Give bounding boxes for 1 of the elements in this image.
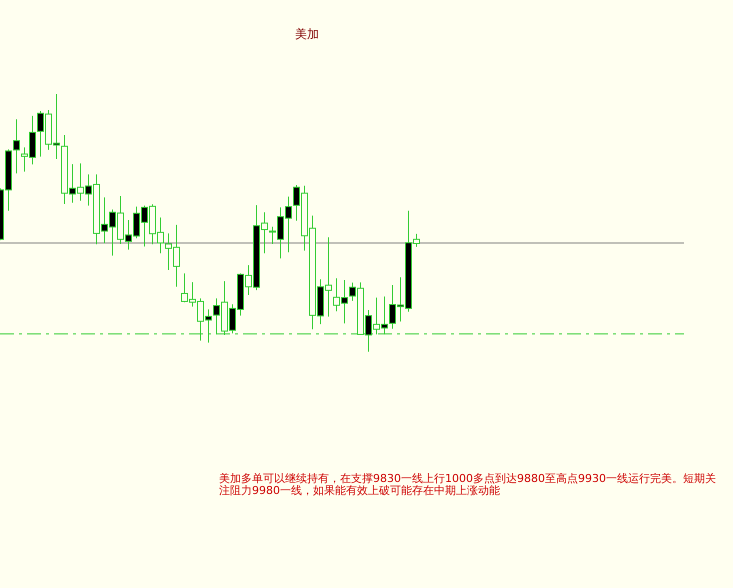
chart-title: 美加 xyxy=(295,27,319,41)
